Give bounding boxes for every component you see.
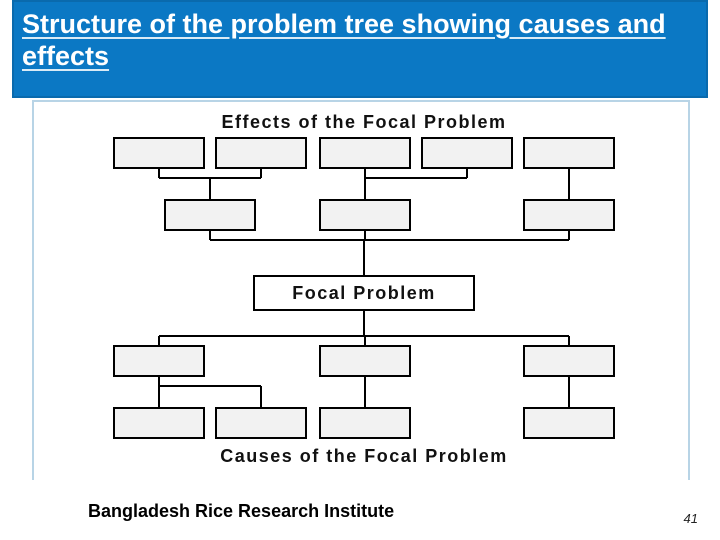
svg-text:Effects of the Focal Problem: Effects of the Focal Problem: [221, 112, 506, 132]
slide-root: Structure of the problem tree showing ca…: [0, 0, 720, 540]
page-number: 41: [684, 511, 698, 526]
svg-text:Causes of the Focal Problem: Causes of the Focal Problem: [220, 446, 508, 466]
problem-tree-diagram: Effects of the Focal Problem Focal Proble…: [84, 108, 644, 478]
slide-title: Structure of the problem tree showing ca…: [22, 8, 698, 73]
diagram-frame: Effects of the Focal Problem Focal Proble…: [32, 100, 690, 480]
footer-institute: Bangladesh Rice Research Institute: [88, 501, 394, 522]
svg-text:Focal Problem: Focal Problem: [292, 283, 436, 303]
title-banner: Structure of the problem tree showing ca…: [12, 0, 708, 98]
